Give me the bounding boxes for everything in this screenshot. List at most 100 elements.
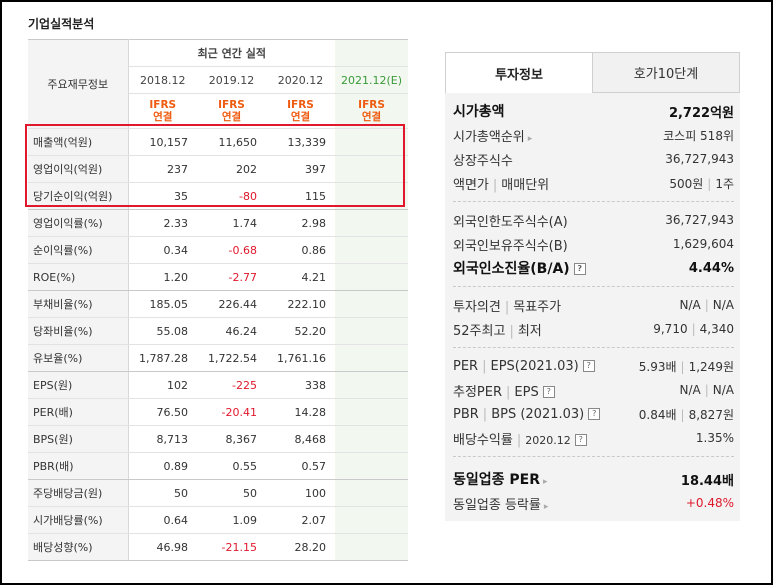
help-icon[interactable]: ?: [582, 360, 595, 372]
52week-high-label: 52주최고: [453, 323, 506, 339]
table-cell: 1.20: [128, 263, 197, 291]
table-cell: 11,650: [197, 128, 266, 156]
table-row: 배당성향(%) 46.98 -21.15 28.20: [28, 533, 409, 561]
market-cap-label: 시가총액: [453, 104, 505, 120]
table-row: EPS(원) 102 -225 338: [28, 371, 409, 399]
help-icon[interactable]: ?: [573, 263, 586, 275]
peer-rate-value: +0.48%: [685, 496, 734, 510]
per-label: PER: [453, 358, 479, 374]
market-cap-rank-label[interactable]: 시가총액순위: [453, 129, 525, 145]
foreign-limit-value: 36,727,943: [665, 213, 734, 227]
market-cap-group: 시가총액 2,722억원 시가총액순위 ▸ 코스피 518위 상장주식수 36,7…: [453, 93, 734, 202]
peer-group: 동일업종 PER ▸ 18.44배 동일업종 등락률 ▸ +0.48%: [453, 457, 734, 521]
market-cap-row: 시가총액 2,722억원: [453, 99, 734, 123]
par-label: 액면가: [453, 177, 489, 193]
table-row: 당좌비율(%) 55.08 46.24 52.20: [28, 317, 409, 345]
foreign-hold-row: 외국인보유주식수(B) 1,629,604: [453, 232, 734, 256]
panel-body: 시가총액 2,722억원 시가총액순위 ▸ 코스피 518위 상장주식수 36,7…: [445, 93, 740, 521]
table-row: 유보율(%) 1,787.28 1,722.54 1,761.16: [28, 344, 409, 372]
investment-panel: 투자정보 호가10단계 시가총액 2,722억원 시가총액순위 ▸ 코스피 518…: [445, 52, 740, 521]
table-row: ROE(%) 1.20 -2.77 4.21: [28, 263, 409, 291]
foreign-group: 외국인한도주식수(A) 36,727,943 외국인보유주식수(B) 1,629…: [453, 202, 734, 287]
table-row: 주당배당금(원) 50 50 100: [28, 479, 409, 507]
ifrs-label: IFRS 연결: [335, 93, 409, 129]
tab-order-book[interactable]: 호가10단계: [593, 52, 740, 93]
help-icon[interactable]: ?: [574, 434, 587, 446]
period-header: 2020.12: [266, 66, 336, 94]
table-cell: 0.89: [128, 452, 197, 480]
52week-low-value: 4,340: [699, 322, 734, 336]
opinion-row: 투자의견 | 목표주가 N/A | N/A: [453, 298, 734, 315]
table-cell: -225: [197, 371, 266, 399]
table-cell: [335, 290, 409, 318]
peer-per-row[interactable]: 동일업종 PER ▸ 18.44배: [453, 467, 734, 491]
foreign-limit-label: 외국인한도주식수(A): [453, 214, 568, 230]
table-cell: 397: [266, 155, 336, 183]
table-cell: [335, 506, 409, 534]
period-header: 2019.12: [197, 66, 266, 94]
table-row: 순이익률(%) 0.34 -0.68 0.86: [28, 236, 409, 264]
arrow-right-icon: ▸: [527, 133, 533, 144]
table-row: BPS(원) 8,713 8,367 8,468: [28, 425, 409, 453]
table-cell: 0.34: [128, 236, 197, 264]
table-cell: 8,367: [197, 425, 266, 453]
table-cell: [335, 425, 409, 453]
table-cell: 338: [266, 371, 336, 399]
table-cell: 237: [128, 155, 197, 183]
help-icon[interactable]: ?: [588, 408, 601, 420]
table-cell: 1.74: [197, 209, 266, 237]
opinion-label: 투자의견: [453, 299, 501, 315]
arrow-right-icon: ▸: [543, 477, 548, 487]
table-cell: [335, 479, 409, 507]
ifrs-label: IFRS 연결: [128, 93, 197, 129]
par-value: 500원: [669, 176, 704, 191]
table-cell: 46.98: [128, 533, 197, 561]
est-per-label: 추정PER: [453, 384, 503, 400]
market-cap-rank-value: 코스피 518위: [663, 128, 734, 143]
table-cell: 8,713: [128, 425, 197, 453]
row-label: 시가배당률(%): [28, 506, 129, 534]
table-cell: 0.55: [197, 452, 266, 480]
row-label: 영업이익률(%): [28, 209, 129, 237]
listed-shares-label: 상장주식수: [453, 153, 513, 169]
table-cell: [335, 317, 409, 345]
peer-per-label[interactable]: 동일업종 PER: [453, 472, 540, 488]
table-cell: [335, 344, 409, 372]
table-cell: 46.24: [197, 317, 266, 345]
table-cell: 1,722.54: [197, 344, 266, 372]
pbr-value: 0.84배: [638, 407, 677, 422]
peer-rate-label[interactable]: 동일업종 등락률: [453, 497, 541, 513]
valuation-group: PER | EPS(2021.03)? 5.93배 | 1,249원 추정PER | EPS…: [453, 348, 734, 457]
foreign-hold-label: 외국인보유주식수(B): [453, 238, 568, 254]
help-icon[interactable]: ?: [542, 386, 555, 398]
table-cell: 28.20: [266, 533, 336, 561]
group-label: 최근 연간 실적: [128, 39, 336, 67]
table-row: 매출액(억원) 10,157 11,650 13,339: [28, 128, 409, 156]
table-cell: 2.07: [266, 506, 336, 534]
table-row: 영업이익(억원) 237 202 397: [28, 155, 409, 183]
tab-investment-info[interactable]: 투자정보: [445, 52, 593, 93]
market-cap-rank-row[interactable]: 시가총액순위 ▸ 코스피 518위: [453, 123, 734, 147]
table-row: 부채비율(%) 185.05 226.44 222.10: [28, 290, 409, 318]
table-cell: 102: [128, 371, 197, 399]
table-cell: 52.20: [266, 317, 336, 345]
ifrs-label: IFRS 연결: [197, 93, 266, 129]
per-value: 5.93배: [638, 359, 677, 374]
target-price-label: 목표주가: [513, 299, 562, 315]
row-label: 당좌비율(%): [28, 317, 129, 345]
52week-row: 52주최고 | 최저 9,710 | 4,340: [453, 322, 734, 339]
table-cell: 1,787.28: [128, 344, 197, 372]
foreign-ratio-label: 외국인소진율(B/A): [453, 261, 570, 277]
table-cell: 100: [266, 479, 336, 507]
bps-label: BPS (2021.03): [491, 406, 585, 422]
table-cell: -21.15: [197, 533, 266, 561]
table-cell: [335, 128, 409, 156]
peer-rate-row[interactable]: 동일업종 등락률 ▸ +0.48%: [453, 491, 734, 515]
panel-tabs: 투자정보 호가10단계: [445, 52, 740, 93]
row-label: 배당성향(%): [28, 533, 129, 561]
row-label: 주당배당금(원): [28, 479, 129, 507]
table-row: PBR(배) 0.89 0.55 0.57: [28, 452, 409, 480]
table-cell: [335, 371, 409, 399]
peer-per-value: 18.44배: [680, 473, 734, 489]
